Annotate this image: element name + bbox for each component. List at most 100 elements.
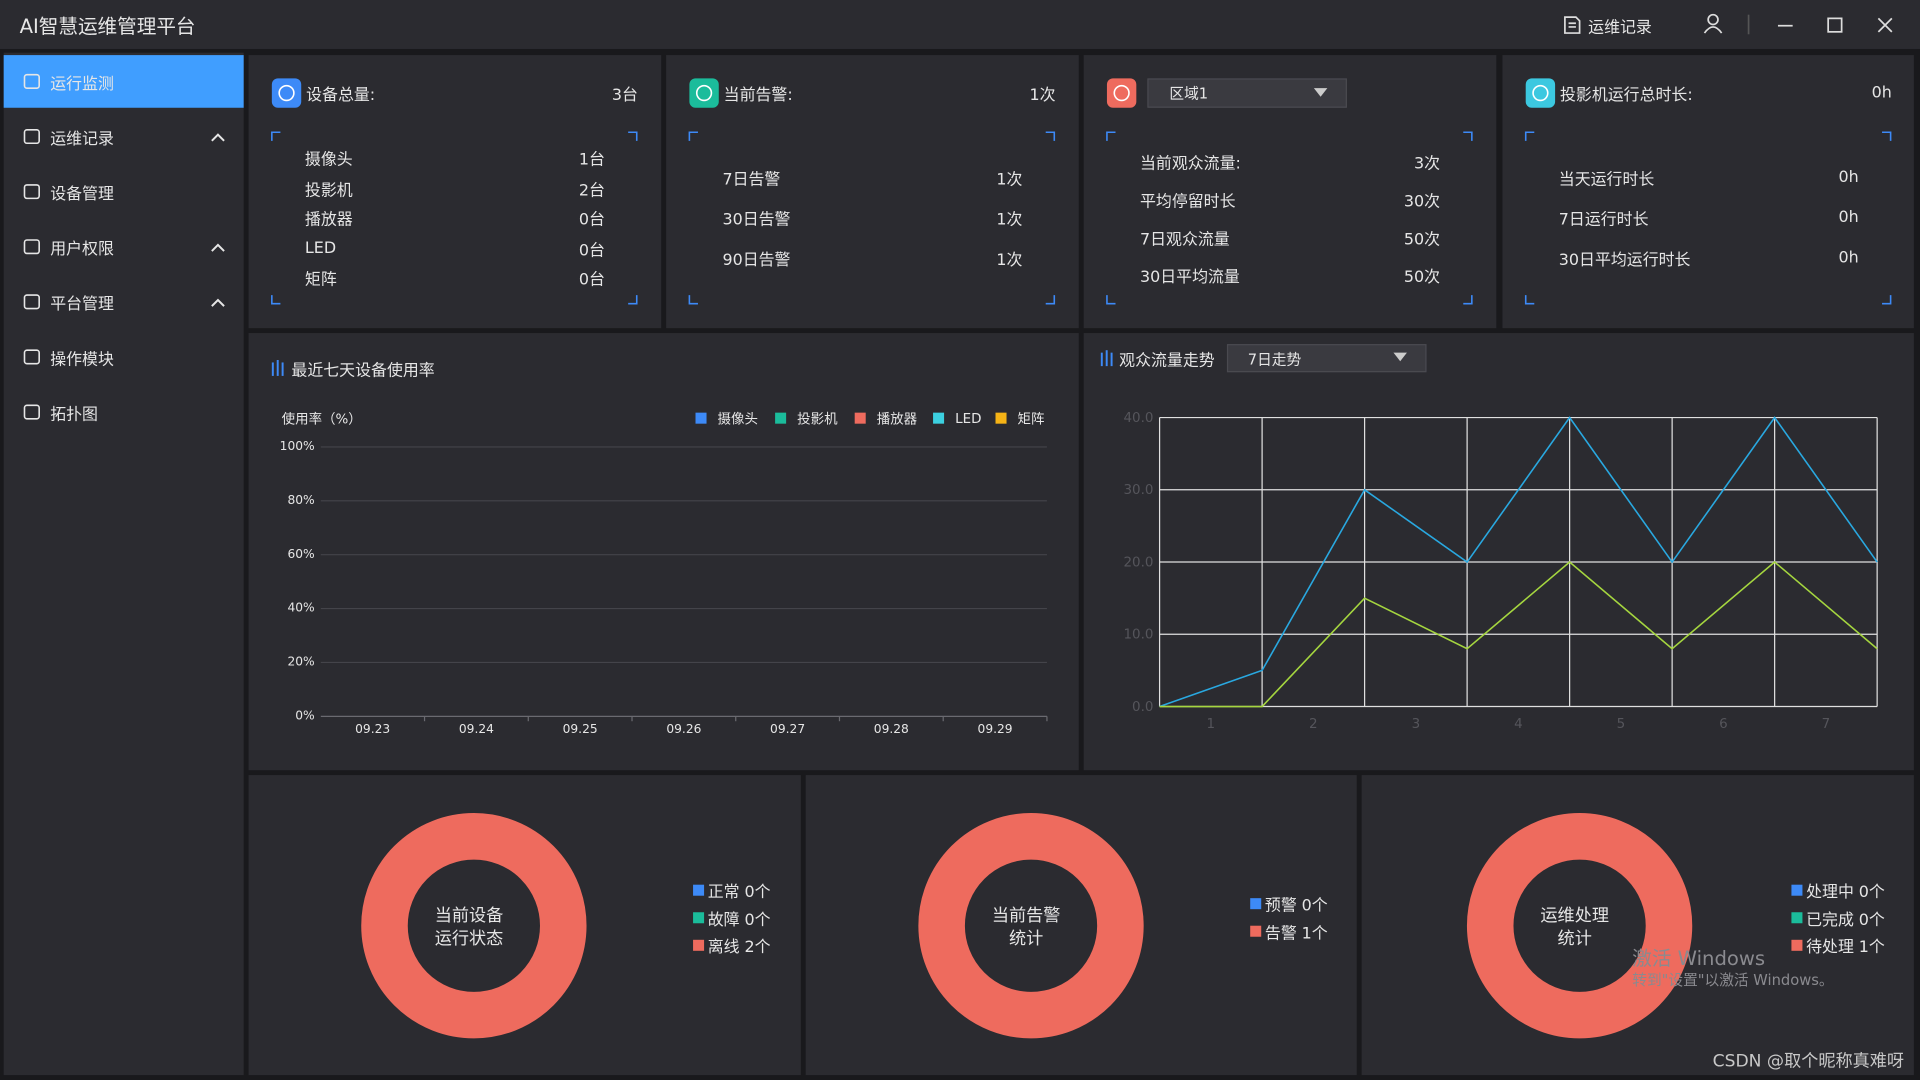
card-total: 3台 <box>611 86 638 105</box>
menu-item[interactable]: 用户权限 <box>50 240 114 259</box>
x-tick-label: 1 <box>1206 715 1216 732</box>
y-tick-label: 30.0 <box>1123 481 1154 498</box>
card-total: 0h <box>1871 83 1892 103</box>
menu-icon[interactable] <box>23 404 40 420</box>
expand-chevron[interactable] <box>211 298 225 307</box>
dropdown-value[interactable]: 7日走势 <box>1247 350 1302 368</box>
donut-segment <box>1466 813 1693 1039</box>
legend-value: 1个 <box>1301 924 1328 943</box>
y-tick-label: 40.0 <box>1123 409 1154 426</box>
legend-value: 1个 <box>1858 938 1885 957</box>
menu-item[interactable]: 平台管理 <box>50 295 114 315</box>
row-label: 90日告警 <box>722 251 791 271</box>
watermark: 激活 Windows <box>1632 946 1766 970</box>
x-tick-label: 4 <box>1514 715 1523 732</box>
card-icon-glyph <box>278 84 295 102</box>
menu-item[interactable]: 运行监测 <box>50 75 114 94</box>
card-panel <box>666 55 1079 329</box>
credit: CSDN @取个昵称真难呀 <box>1712 1051 1905 1072</box>
expand-chevron[interactable] <box>211 243 225 252</box>
line-series <box>1159 560 1878 708</box>
title-icon <box>1105 350 1108 367</box>
header-action[interactable]: 运维记录 <box>1588 18 1652 38</box>
legend-swatch <box>1791 912 1803 924</box>
card-title: 当前告警: <box>723 86 793 105</box>
legend-label: LED <box>955 410 982 427</box>
legend-swatch <box>1250 898 1262 910</box>
row-label: 7日告警 <box>722 170 781 190</box>
legend-value: 2个 <box>744 938 771 957</box>
dropdown[interactable] <box>1226 344 1427 373</box>
expand-chevron[interactable] <box>211 133 225 142</box>
menu-item[interactable]: 运维记录 <box>50 130 114 149</box>
row-label: 30日平均流量 <box>1140 268 1240 287</box>
row-value: 1次 <box>996 251 1023 271</box>
row-label: 投影机 <box>304 181 353 200</box>
card-icon-glyph <box>1113 84 1130 102</box>
card-title: 投影机运行总时长: <box>1560 86 1693 105</box>
legend-label: 处理中 <box>1806 883 1854 902</box>
row-value: 50次 <box>1403 230 1441 249</box>
watermark: 转到"设置"以激活 Windows。 <box>1632 971 1834 989</box>
row-label: 平均停留时长 <box>1140 192 1236 211</box>
legend-label: 待处理 <box>1806 938 1854 957</box>
menu-icon[interactable] <box>23 184 40 200</box>
row-label: 7日运行时长 <box>1558 211 1649 230</box>
y-tick-label: 40% <box>287 601 315 616</box>
legend-value: 0个 <box>744 883 771 902</box>
app-title: AI智慧运维管理平台 <box>19 14 196 38</box>
chart-panel <box>248 333 1079 771</box>
close-button[interactable] <box>1877 17 1893 33</box>
menu-icon[interactable] <box>23 129 40 145</box>
title-icon <box>1100 352 1103 367</box>
maximize-button[interactable] <box>1827 17 1843 33</box>
legend-swatch <box>695 412 707 424</box>
row-label: 7日观众流量 <box>1140 230 1230 249</box>
card-icon-glyph <box>1532 84 1549 102</box>
y-tick-label: 20.0 <box>1123 554 1154 571</box>
legend-swatch <box>1791 884 1803 896</box>
menu-item[interactable]: 操作模块 <box>50 350 114 370</box>
legend-swatch <box>693 912 705 924</box>
menu-icon[interactable] <box>23 294 40 310</box>
corner-bracket <box>1106 131 1473 305</box>
row-label: 当前观众流量: <box>1140 154 1241 173</box>
dropdown-arrow[interactable] <box>1313 88 1328 97</box>
record-icon[interactable] <box>1564 16 1581 34</box>
title-icon <box>276 360 279 376</box>
active-highlight <box>3 55 244 108</box>
row-value: 30次 <box>1403 192 1441 211</box>
row-value: 2台 <box>578 181 605 200</box>
row-label: LED <box>304 238 337 258</box>
menu-icon[interactable] <box>23 349 40 365</box>
dropdown[interactable] <box>1147 78 1347 108</box>
header <box>0 0 1920 49</box>
donut-center-text: 运维处理 <box>1540 906 1609 926</box>
donut-center-text: 当前告警 <box>991 906 1061 926</box>
card-panel <box>1502 55 1914 329</box>
card-icon <box>1106 78 1137 108</box>
legend-swatch <box>854 412 866 424</box>
menu-icon[interactable] <box>23 239 40 255</box>
legend-swatch <box>693 884 705 896</box>
row-label: 矩阵 <box>304 271 337 290</box>
menu-item[interactable]: 设备管理 <box>50 185 114 204</box>
user-icon[interactable] <box>1703 26 1723 34</box>
user-icon[interactable] <box>1707 13 1719 26</box>
legend-swatch <box>933 412 945 424</box>
menu-icon[interactable] <box>23 73 40 89</box>
legend-value: 0个 <box>1301 896 1328 916</box>
x-tick-label: 09.28 <box>873 723 909 737</box>
legend-label: 播放器 <box>876 411 918 428</box>
legend-swatch <box>1250 925 1262 937</box>
dropdown-arrow[interactable] <box>1393 352 1407 362</box>
dropdown-value[interactable]: 区域1 <box>1169 85 1209 103</box>
legend-label: 离线 <box>707 938 740 957</box>
title-icon <box>1110 352 1113 367</box>
menu-item[interactable]: 拓扑图 <box>50 405 98 425</box>
donut-center-text: 统计 <box>1008 929 1044 949</box>
legend-label: 投影机 <box>797 411 838 428</box>
donut-center-text: 统计 <box>1557 929 1592 949</box>
